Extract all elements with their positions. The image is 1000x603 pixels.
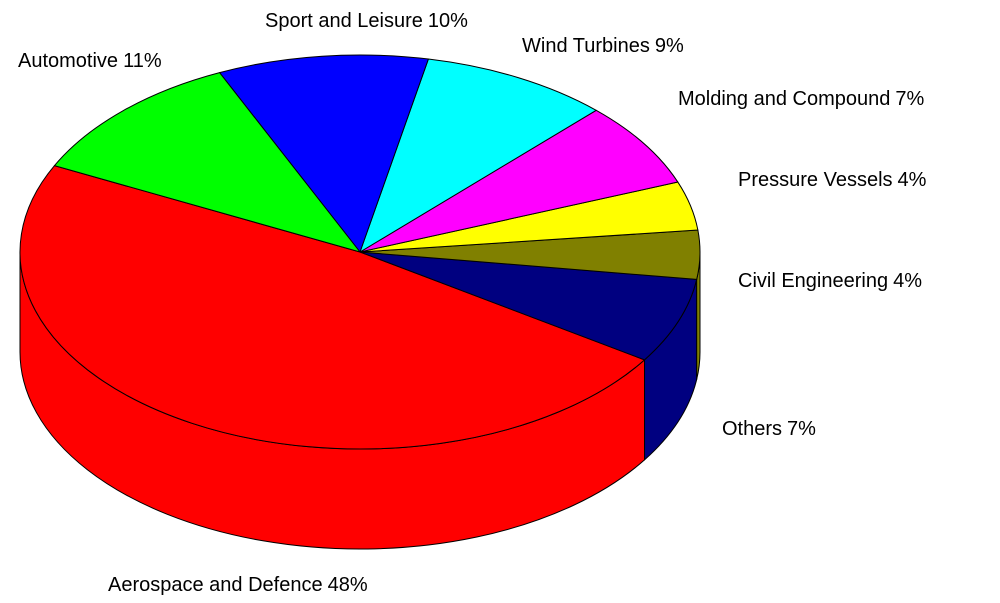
slice-label: Aerospace and Defence 48% [108, 574, 368, 596]
slice [359, 109, 679, 253]
slice-value: 48% [328, 574, 368, 596]
slice-name: Others [722, 418, 782, 440]
slice-name: Automotive [18, 50, 118, 72]
slice-value: 11% [123, 50, 162, 72]
slice-label: Automotive 11% [18, 50, 162, 72]
slice-name: Aerospace and Defence [108, 574, 323, 596]
slice-name: Molding and Compound [678, 88, 890, 110]
slice-label: Others 7% [722, 418, 816, 440]
slice-value: 9% [655, 35, 684, 57]
slice-value: 10% [428, 10, 468, 32]
slice-label: Wind Turbines 9% [522, 35, 684, 57]
slice [219, 54, 429, 253]
slice-value: 4% [898, 169, 927, 191]
slice-label: Molding and Compound 7% [678, 88, 924, 110]
slice [53, 72, 361, 253]
slice [19, 165, 645, 450]
slice-value: 7% [895, 88, 924, 110]
slice-label: Sport and Leisure 10% [265, 10, 468, 32]
slice-name: Sport and Leisure [265, 10, 423, 32]
slice-value: 7% [787, 418, 816, 440]
slice-name: Wind Turbines [522, 35, 650, 57]
slice [359, 251, 698, 361]
slice-value: 4% [893, 270, 922, 292]
slice-name: Pressure Vessels [738, 169, 893, 191]
slice-label: Pressure Vessels 4% [738, 169, 927, 191]
slice-label: Civil Engineering 4% [738, 270, 922, 292]
slice [359, 58, 597, 253]
slice-name: Civil Engineering [738, 270, 888, 292]
